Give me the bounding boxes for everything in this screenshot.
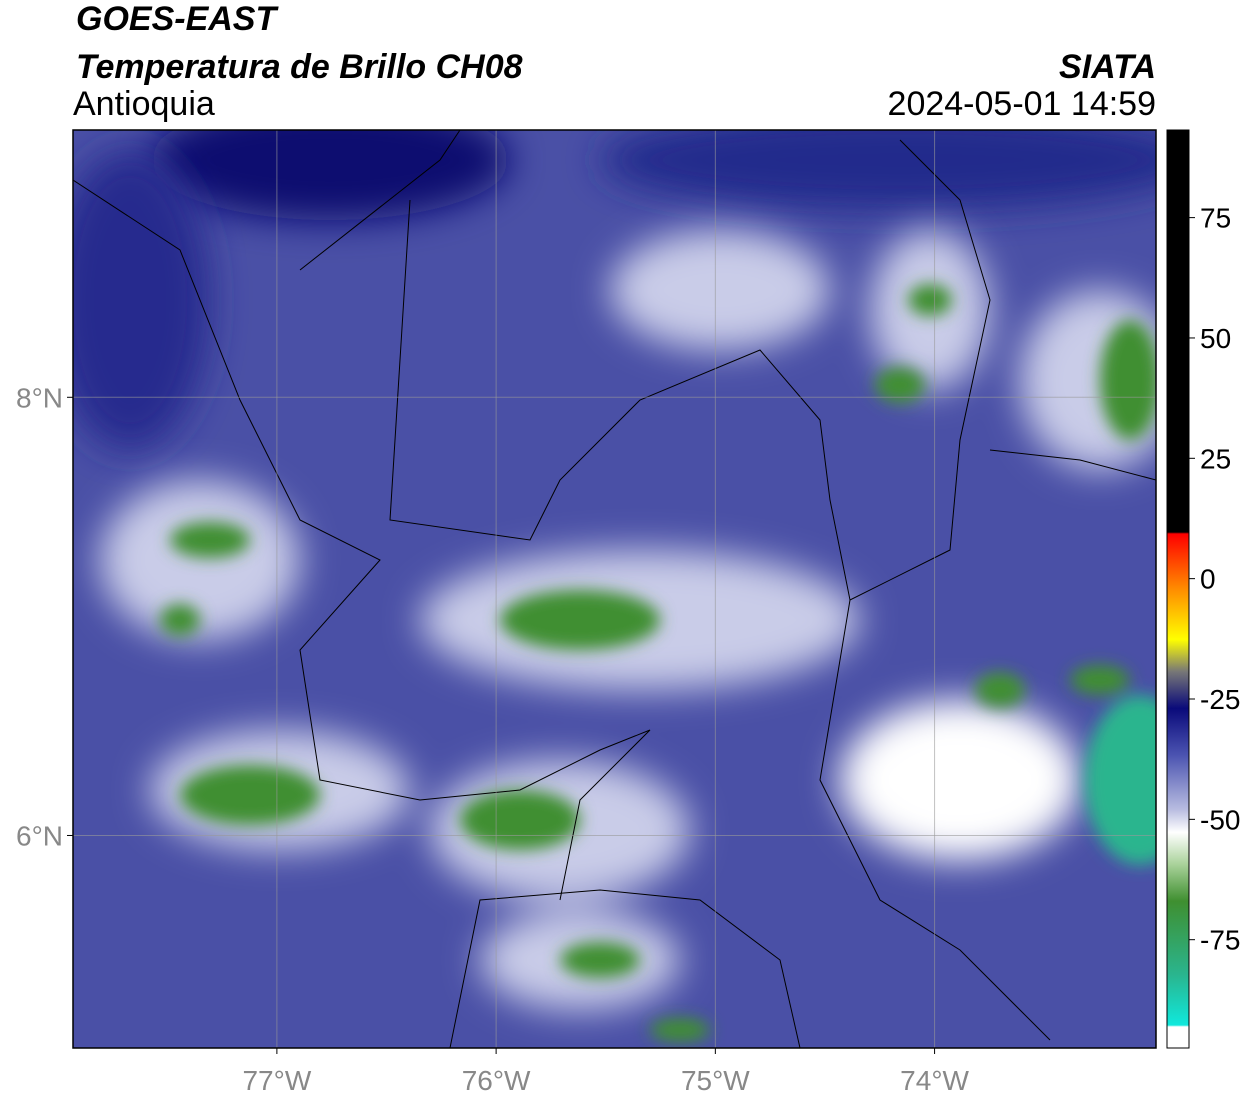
satellite-image (73, 130, 1156, 1048)
y-tick-label: 8°N (16, 382, 63, 413)
satellite-title: GOES-EAST (76, 0, 279, 38)
colorbar-tick-label: 25 (1200, 443, 1231, 474)
region-label: Antioquia (73, 85, 215, 123)
colorbar (1166, 129, 1190, 1049)
graticule (73, 130, 1156, 1048)
datetime-label: 2024-05-01 14:59 (888, 85, 1156, 123)
colorbar-tick-label: -25 (1200, 684, 1240, 715)
colorbar-tick-label: 75 (1200, 203, 1231, 234)
map-frame (72, 129, 1157, 1049)
product-title: Temperatura de Brillo CH08 (76, 48, 523, 86)
x-tick-label: 74°W (900, 1065, 969, 1096)
x-tick-label: 76°W (462, 1065, 531, 1096)
y-tick-label: 6°N (16, 820, 63, 851)
source-label: SIATA (1059, 48, 1156, 86)
colorbar-tick-label: -75 (1200, 925, 1240, 956)
x-tick-label: 75°W (681, 1065, 750, 1096)
colorbar-tick-label: 50 (1200, 323, 1231, 354)
colorbar-tick-label: -50 (1200, 804, 1240, 835)
colorbar-tick-label: 0 (1200, 564, 1216, 595)
x-tick-label: 77°W (242, 1065, 311, 1096)
